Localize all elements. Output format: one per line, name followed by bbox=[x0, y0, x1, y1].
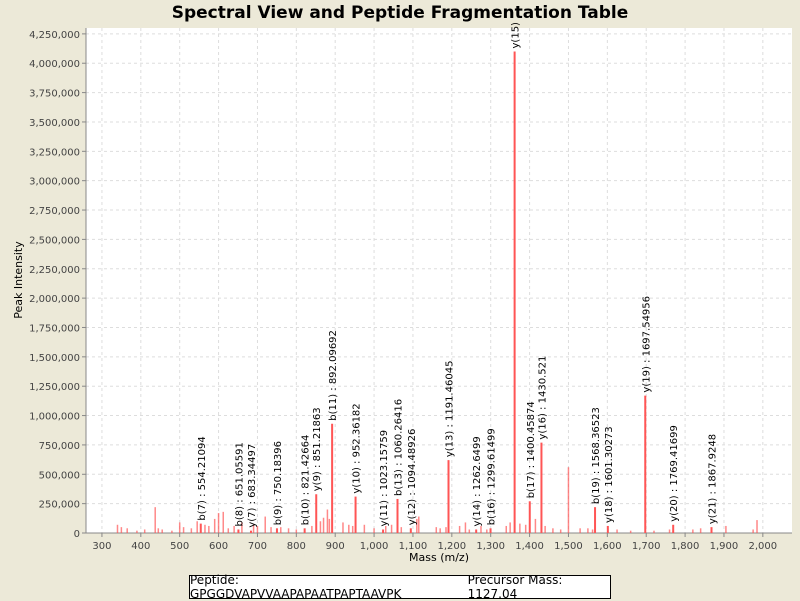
x-tick-label: 600 bbox=[209, 541, 228, 552]
y-tick-label: 1,000,000 bbox=[29, 412, 80, 423]
x-tick-label: 1,500 bbox=[554, 541, 583, 552]
x-axis-label: Mass (m/z) bbox=[409, 551, 469, 564]
x-tick-label: 1,700 bbox=[632, 541, 661, 552]
peak-label: y(10) : 952.36182 bbox=[352, 403, 363, 493]
peak-label: y(19) : 1697.54956 bbox=[641, 296, 652, 393]
peak-label: b(7) : 554.21094 bbox=[197, 436, 208, 520]
peak-label: y(14) : 1262.6499 bbox=[472, 436, 483, 526]
y-tick-label: 3,750,000 bbox=[29, 89, 80, 100]
peak-label: b(19) : 1568.36523 bbox=[591, 407, 602, 504]
y-tick-label: 3,000,000 bbox=[29, 177, 80, 188]
peak-label: b(17) : 1400.45874 bbox=[526, 401, 537, 498]
y-axis-label: Peak Intensity bbox=[12, 241, 25, 319]
peak-label: b(9) : 750.18396 bbox=[273, 441, 284, 525]
peak-label: y(11) : 1023.15759 bbox=[379, 430, 390, 527]
x-tick-label: 300 bbox=[92, 541, 111, 552]
y-tick-label: 1,750,000 bbox=[29, 323, 80, 334]
x-tick-label: 500 bbox=[170, 541, 189, 552]
y-tick-label: 1,500,000 bbox=[29, 353, 80, 364]
x-tick-label: 2,000 bbox=[749, 541, 778, 552]
peak-label: y(21) : 1867.9248 bbox=[707, 434, 718, 524]
peak-label: b(10) : 821.42664 bbox=[301, 435, 312, 526]
y-tick-label: 2,250,000 bbox=[29, 265, 80, 276]
x-tick-label: 1,300 bbox=[476, 541, 505, 552]
x-tick-label: 700 bbox=[248, 541, 267, 552]
peptide-info-box: Peptide: GPGGDVAPVVAAPAPAATPAPTAAVPK Pre… bbox=[189, 573, 611, 601]
peak-label: y(16) : 1430.521 bbox=[537, 356, 548, 440]
x-tick-label: 1,800 bbox=[671, 541, 700, 552]
peak-label: y(7) : 683.34497 bbox=[247, 444, 258, 528]
x-tick-label: 1,000 bbox=[360, 541, 389, 552]
y-tick-label: 1,250,000 bbox=[29, 382, 80, 393]
x-tick-label: 900 bbox=[326, 541, 345, 552]
peak-label: b(13) : 1060.26416 bbox=[394, 399, 405, 496]
peak-label: y(18) : 1601.30273 bbox=[604, 426, 615, 523]
y-tick-label: 3,250,000 bbox=[29, 147, 80, 158]
x-tick-label: 1,200 bbox=[438, 541, 467, 552]
x-tick-label: 400 bbox=[131, 541, 150, 552]
peak-label: y(20) : 1769.41699 bbox=[669, 425, 680, 522]
peak-label: y(13) : 1191.46045 bbox=[445, 361, 456, 458]
peak-label: y(12) : 1094.48926 bbox=[407, 429, 418, 526]
y-tick-label: 3,500,000 bbox=[29, 118, 80, 129]
y-tick-label: 500,000 bbox=[39, 470, 80, 481]
y-tick-label: 250,000 bbox=[39, 500, 80, 511]
peak-label: b(8) : 651.05591 bbox=[234, 442, 245, 526]
chart-title: Spectral View and Peptide Fragmentation … bbox=[171, 3, 629, 23]
x-tick-label: 800 bbox=[287, 541, 306, 552]
y-tick-label: 2,500,000 bbox=[29, 235, 80, 246]
y-tick-label: 4,000,000 bbox=[29, 59, 80, 70]
peak-label: y(9) : 851.21863 bbox=[312, 407, 323, 491]
peak-label: b(11) : 892.09692 bbox=[328, 330, 339, 421]
x-tick-label: 1,400 bbox=[515, 541, 544, 552]
precursor-mass: Precursor Mass: 1127.04 bbox=[467, 573, 563, 601]
peak-label: b(16) : 1299.61499 bbox=[487, 428, 498, 525]
y-tick-label: 2,750,000 bbox=[29, 206, 80, 217]
y-tick-label: 750,000 bbox=[39, 441, 80, 452]
x-tick-label: 1,600 bbox=[593, 541, 622, 552]
y-tick-label: 0 bbox=[74, 529, 80, 540]
x-tick-label: 1,900 bbox=[710, 541, 739, 552]
plot-area bbox=[86, 28, 792, 533]
peptide-sequence: Peptide: GPGGDVAPVVAAPAPAATPAPTAAVPK bbox=[190, 573, 402, 601]
y-tick-label: 4,250,000 bbox=[29, 30, 80, 41]
peak-label: y(15) bbox=[511, 22, 522, 49]
y-tick-label: 2,000,000 bbox=[29, 294, 80, 305]
x-tick-label: 1,100 bbox=[399, 541, 428, 552]
